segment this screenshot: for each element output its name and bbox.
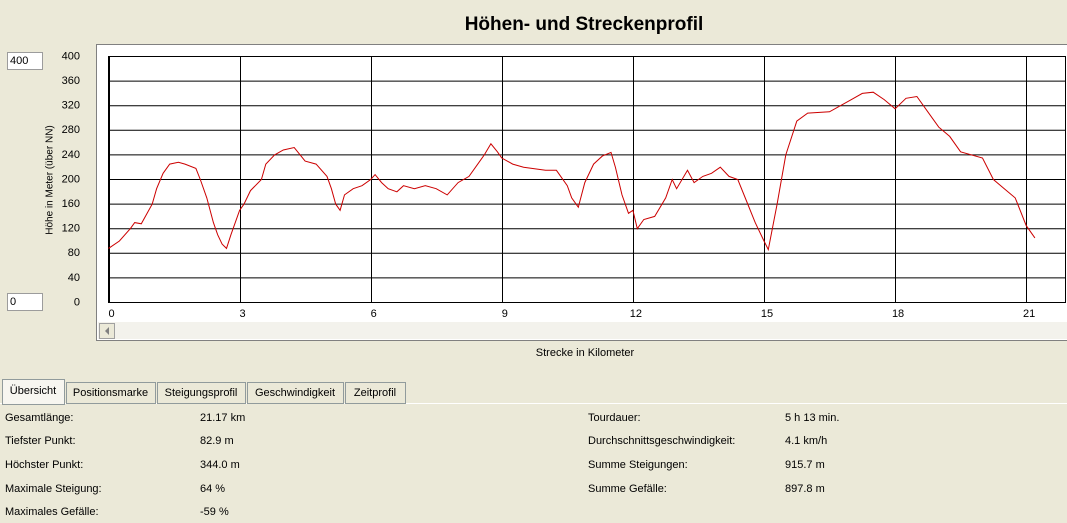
stat-value: 64 % <box>200 483 225 495</box>
max-input[interactable] <box>7 52 43 70</box>
stat-label: Tiefster Punkt: <box>5 435 76 447</box>
y-tick-label: 200 <box>62 173 80 185</box>
y-tick-label: 0 <box>74 296 80 308</box>
x-tick-label: 12 <box>630 308 642 320</box>
stat-value: 915.7 m <box>785 459 825 471</box>
elevation-line <box>108 91 1036 252</box>
stat-label: Tourdauer: <box>588 412 641 424</box>
tab-bar: Übersicht Positionsmarke Steigungsprofil Ge… <box>2 379 406 405</box>
tab[interactable] <box>66 382 156 404</box>
tab-label: Positionsmarke <box>73 387 148 399</box>
tab[interactable] <box>157 382 246 404</box>
stat-value: 897.8 m <box>785 483 825 495</box>
x-tick-label: 9 <box>502 308 508 320</box>
y-tick-label: 120 <box>62 223 80 235</box>
stat-label: Summe Steigungen: <box>588 459 688 471</box>
x-tick-label: 0 <box>108 308 114 320</box>
x-tick-label: 6 <box>371 308 377 320</box>
y-tick-label: 400 <box>62 50 80 62</box>
chart-title: Höhen- und Streckenprofil <box>465 14 704 35</box>
stat-value: -59 % <box>200 506 229 518</box>
stat-label: Gesamtlänge: <box>5 412 73 424</box>
y-tick-label: 40 <box>68 272 80 284</box>
tab-label: Zeitprofil <box>354 387 396 399</box>
scroll-arrow <box>105 327 109 335</box>
stat-label: Maximales Gefälle: <box>5 506 99 518</box>
tab[interactable] <box>2 379 65 405</box>
stat-value: 4.1 km/h <box>785 435 827 447</box>
x-tick-label: 3 <box>240 308 246 320</box>
min-input[interactable] <box>7 293 43 311</box>
y-tick-label: 160 <box>62 198 80 210</box>
x-axis-label: Strecke in Kilometer <box>536 347 635 359</box>
y-tick-label: 280 <box>62 124 80 136</box>
stat-label: Maximale Steigung: <box>5 483 102 495</box>
y-tick-label: 360 <box>62 75 80 87</box>
y-tick-label: 240 <box>62 149 80 161</box>
min-input-value: 0 <box>10 296 16 308</box>
y-tick-label: 320 <box>62 100 80 112</box>
y-tick-label: 80 <box>68 247 80 259</box>
stat-label: Summe Gefälle: <box>588 483 667 495</box>
stat-value: 82.9 m <box>200 435 234 447</box>
tab-label: Steigungsprofil <box>165 387 238 399</box>
tab-label: Geschwindigkeit <box>255 387 335 399</box>
tab[interactable] <box>247 382 344 404</box>
x-tick-label: 21 <box>1023 308 1035 320</box>
stat-value: 344.0 m <box>200 459 240 471</box>
stat-label: Höchster Punkt: <box>5 459 83 471</box>
scrollbar[interactable] <box>98 322 1067 339</box>
stat-value: 21.17 km <box>200 412 245 424</box>
y-axis-label: Höhe in Meter (über NN) <box>45 125 56 234</box>
tab[interactable] <box>345 382 406 404</box>
x-tick-label: 18 <box>892 308 904 320</box>
tab-label: Übersicht <box>10 385 56 397</box>
x-tick-label: 15 <box>761 308 773 320</box>
stat-value: 5 h 13 min. <box>785 412 839 424</box>
max-input-value: 400 <box>10 55 28 67</box>
stats: Gesamtlänge: 21.17 km Tiefster Punkt: 82.9 … <box>5 412 839 518</box>
stat-label: Durchschnittsgeschwindigkeit: <box>588 435 735 447</box>
